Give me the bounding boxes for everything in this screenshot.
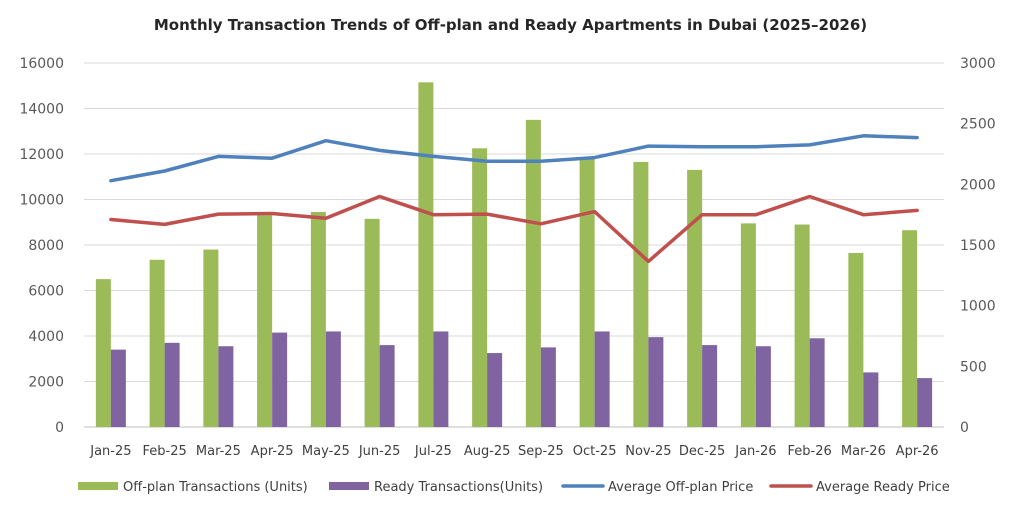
legend-swatch [329, 482, 369, 490]
bar-offplan [310, 212, 326, 427]
bar-ready [164, 342, 180, 427]
bar-ready [755, 346, 771, 427]
bar-offplan [95, 279, 111, 427]
x-tick-label: Dec-25 [679, 444, 725, 459]
bar-ready [218, 346, 234, 427]
bar-ready [917, 378, 933, 427]
bar-ready [702, 345, 718, 427]
y-left-tick-label: 16000 [19, 56, 64, 72]
bar-offplan [257, 215, 273, 427]
x-tick-label: Jun-25 [358, 444, 401, 459]
x-tick-label: Nov-25 [625, 444, 671, 459]
x-tick-label: Feb-25 [143, 444, 187, 459]
bar-ready [648, 337, 664, 427]
y-right-tick-label: 1500 [960, 238, 996, 254]
bar-offplan [472, 148, 488, 427]
x-tick-label: May-25 [302, 444, 350, 459]
bar-ready [379, 345, 395, 427]
y-left-tick-label: 14000 [19, 102, 64, 118]
x-tick-label: Mar-25 [196, 444, 241, 459]
bar-offplan [794, 224, 810, 427]
bar-ready [487, 353, 503, 427]
y-right-tick-label: 500 [960, 359, 987, 375]
x-tick-label: Apr-25 [251, 444, 294, 459]
chart-title: Monthly Transaction Trends of Off-plan a… [153, 16, 868, 34]
bar-ready [594, 331, 610, 427]
bar-ready [110, 349, 126, 427]
y-left-tick-label: 0 [55, 420, 64, 436]
x-tick-label: Jul-25 [414, 444, 452, 459]
bar-offplan [203, 249, 219, 427]
x-tick-label: Aug-25 [464, 444, 511, 459]
bar-offplan [740, 223, 756, 427]
bar-offplan [525, 119, 541, 427]
bar-offplan [902, 230, 918, 427]
legend-swatch [78, 482, 118, 490]
y-left-tick-label: 4000 [28, 329, 64, 345]
bar-ready [272, 332, 288, 427]
bar-offplan [687, 169, 703, 428]
x-tick-label: Jan-26 [734, 444, 776, 459]
bar-offplan [364, 218, 380, 427]
x-tick-label: Oct-25 [573, 444, 617, 459]
y-left-tick-label: 8000 [28, 238, 64, 254]
line-average-offplan-price [109, 134, 919, 183]
y-left-tick-label: 12000 [19, 147, 64, 163]
legend-label: Ready Transactions(Units) [374, 480, 543, 495]
y-left-tick-label: 2000 [28, 375, 64, 391]
bar-offplan [579, 158, 595, 428]
bar-offplan [418, 82, 434, 428]
legend-label: Average Off-plan Price [608, 480, 753, 495]
bar-offplan [633, 161, 649, 427]
x-tick-label: Jan-25 [89, 444, 131, 459]
y-right-tick-label: 3000 [960, 56, 996, 72]
y-left-tick-label: 10000 [19, 193, 64, 209]
x-tick-label: Sep-25 [518, 444, 564, 459]
bar-offplan [848, 252, 864, 427]
bar-ready [809, 338, 825, 427]
bar-ready [540, 347, 556, 427]
bar-offplan [149, 259, 165, 427]
line-average-ready-price [109, 194, 919, 264]
y-right-tick-label: 2000 [960, 177, 996, 193]
y-right-tick-label: 0 [960, 420, 969, 436]
x-tick-label: Feb-26 [788, 444, 832, 459]
x-tick-label: Apr-26 [896, 444, 939, 459]
legend-label: Average Ready Price [816, 480, 950, 495]
x-tick-label: Mar-26 [841, 444, 886, 459]
legend-label: Off-plan Transactions (Units) [123, 480, 308, 495]
y-left-tick-label: 6000 [28, 284, 64, 300]
bar-ready [863, 372, 879, 427]
y-right-tick-label: 2500 [960, 117, 996, 133]
y-right-tick-label: 1000 [960, 299, 996, 315]
bar-ready [325, 331, 341, 427]
bar-ready [433, 331, 449, 427]
